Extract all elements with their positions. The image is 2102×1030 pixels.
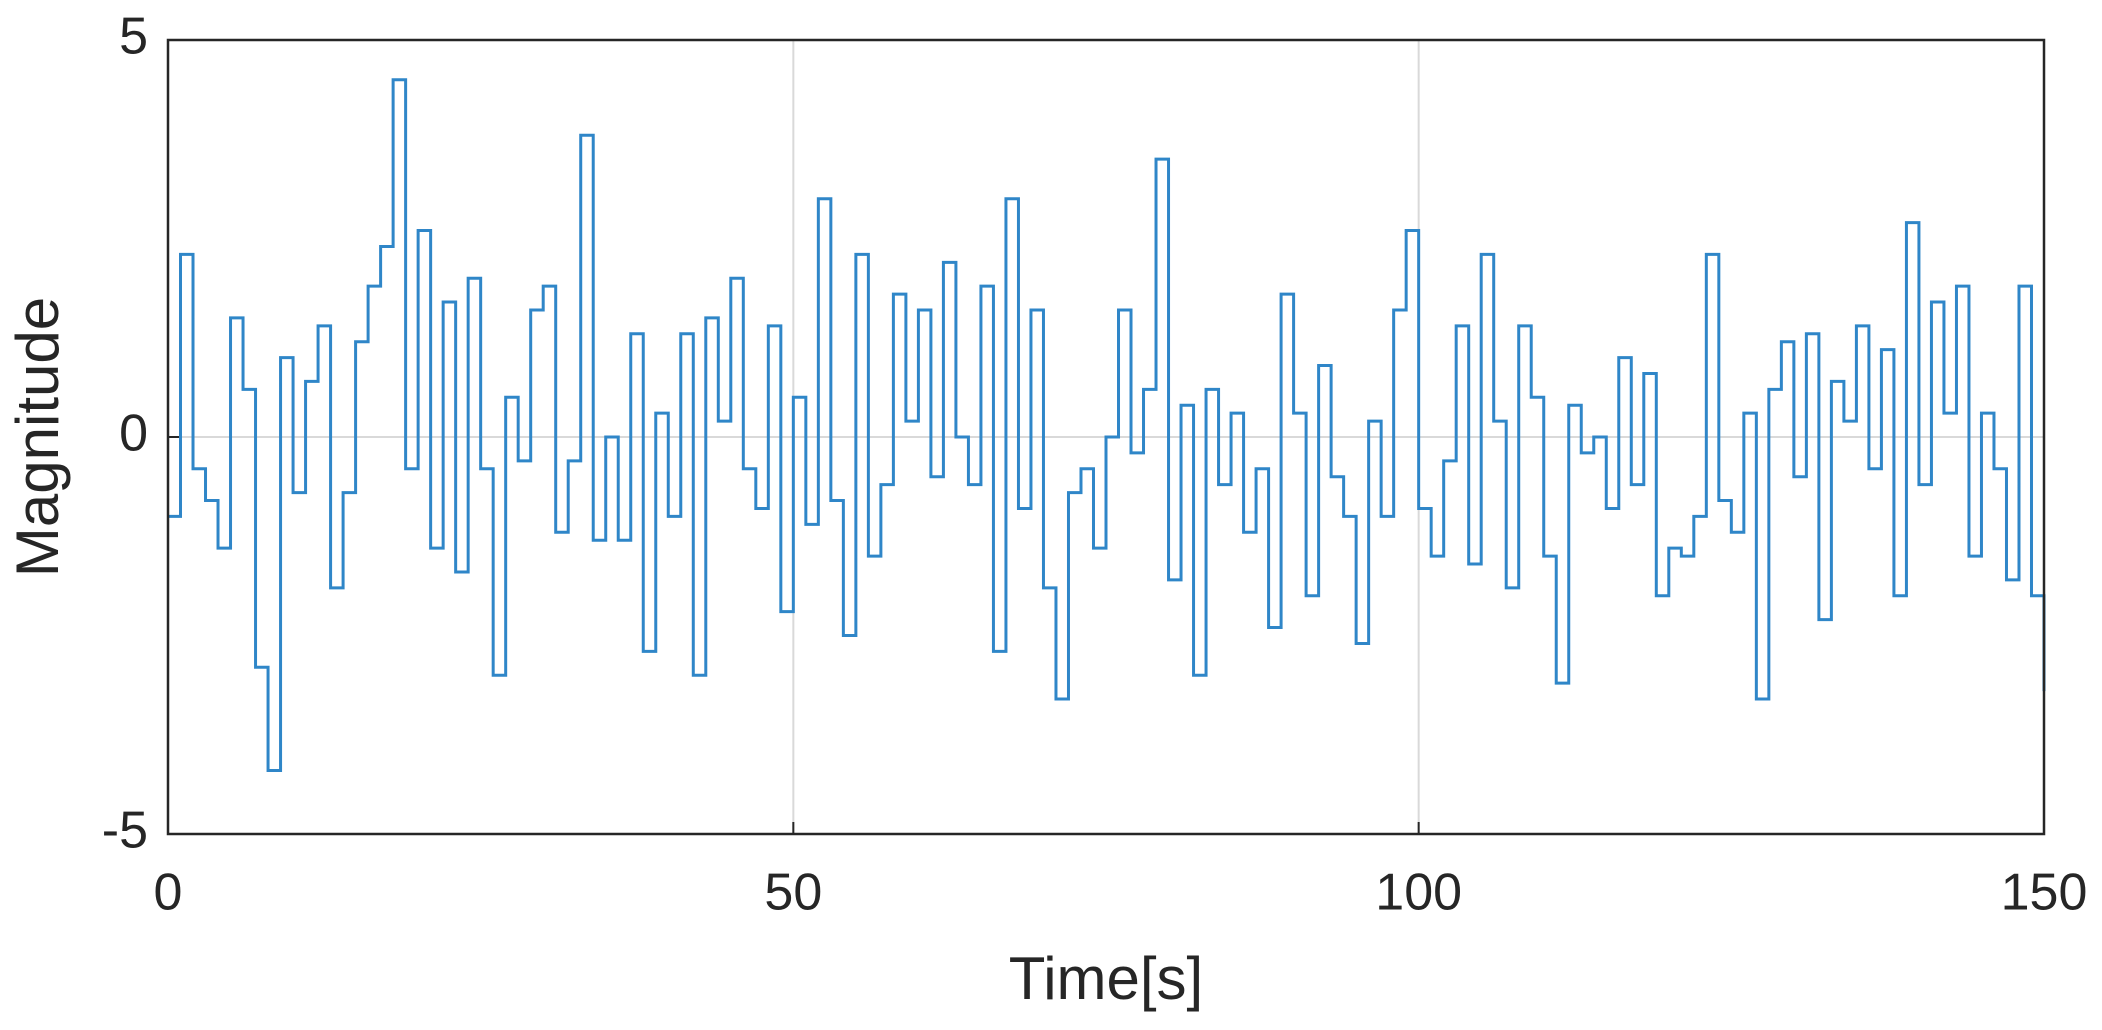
x-axis-label: Time[s] [1009,945,1203,1012]
plot-frame [166,38,2046,836]
x-tick-label: 0 [154,864,183,922]
x-tick-label: 50 [764,864,822,922]
y-tick-label: -5 [102,802,148,860]
x-tick-label: 100 [1375,864,1462,922]
y-tick-label: 0 [119,405,148,463]
data-line [168,78,2046,772]
y-axis-label: Magnitude [4,297,71,577]
x-tick-label: 150 [2001,864,2088,922]
y-tick-label: 5 [119,8,148,66]
